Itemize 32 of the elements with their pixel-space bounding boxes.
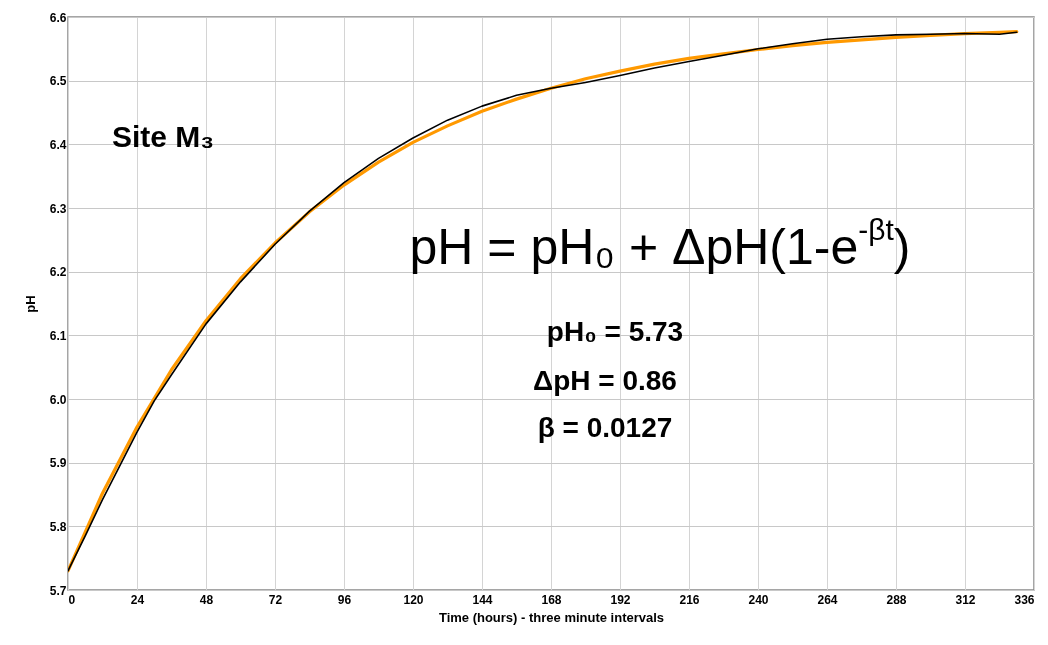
x-tick-label: 24 — [130, 592, 145, 607]
x-tick-label: 240 — [748, 592, 769, 607]
x-tick-label: 72 — [268, 592, 283, 607]
x-tick-label: 144 — [472, 592, 493, 607]
x-tick-label: 216 — [679, 592, 700, 607]
x-tick-label: 96 — [337, 592, 352, 607]
annotation: β = 0.0127 — [537, 412, 673, 443]
x-tick-label: 192 — [610, 592, 631, 607]
y-tick-label: 6.6 — [49, 10, 67, 25]
y-tick-label: 6.4 — [49, 137, 67, 152]
y-tick-label: 5.7 — [49, 583, 67, 598]
x-tick-label: 336 — [1014, 592, 1035, 607]
y-tick-label: 5.8 — [49, 519, 67, 534]
y-tick-label: 6.5 — [49, 74, 67, 89]
y-tick-label: 6.3 — [49, 201, 67, 216]
x-axis-title: Time (hours) - three minute intervals — [438, 609, 665, 625]
y-tick-label: 5.9 — [49, 456, 67, 471]
x-tick-label: 168 — [541, 592, 562, 607]
y-tick-label: 6.0 — [49, 392, 67, 407]
annotation: pH₀ = 5.73 — [546, 316, 684, 347]
y-tick-label: 6.1 — [49, 328, 67, 343]
x-tick-label: 48 — [199, 592, 214, 607]
y-tick-label: 6.2 — [49, 265, 67, 280]
x-tick-label: 288 — [886, 592, 907, 607]
y-axis-title: pH — [22, 295, 38, 313]
annotation: ΔpH = 0.86 — [533, 365, 677, 396]
annotation: pH = pH₀ + ΔpH(1-e$^{-βt}$) — [409, 213, 911, 275]
annotation: Site M₃ — [112, 120, 215, 153]
x-tick-label: 264 — [817, 592, 838, 607]
x-tick-label: 120 — [403, 592, 424, 607]
x-tick-label: 312 — [955, 592, 976, 607]
x-tick-label: 0 — [68, 592, 76, 607]
